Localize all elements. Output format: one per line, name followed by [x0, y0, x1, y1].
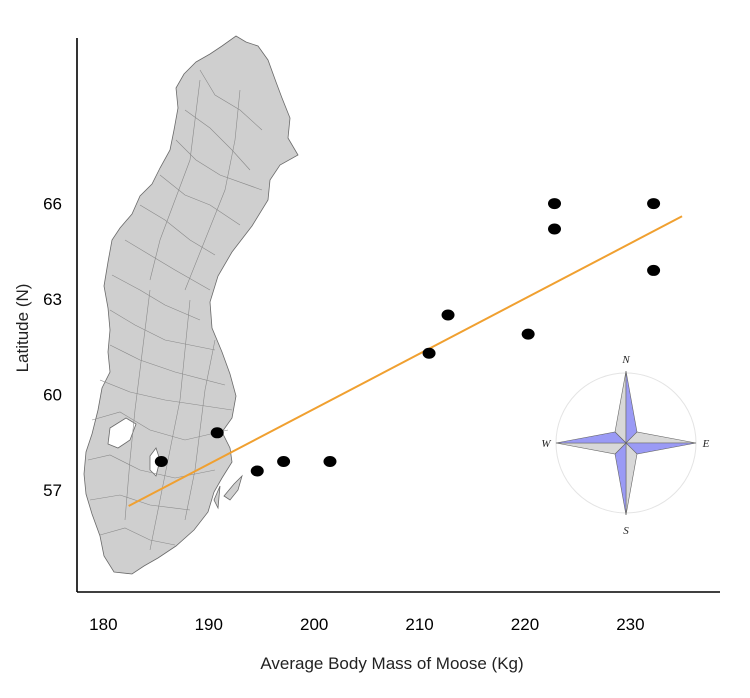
x-tick-labels: 180 190 200 210 220 230: [89, 615, 644, 634]
compass-label-n: N: [621, 354, 630, 366]
data-point: [154, 455, 168, 467]
data-points: [154, 198, 661, 477]
map-region-border: [175, 139, 263, 191]
compass-south-right: [625, 442, 638, 516]
map-region-border: [124, 289, 151, 521]
compass-label-w: W: [541, 438, 551, 450]
data-point: [647, 264, 661, 276]
compass-west-bottom: [555, 442, 627, 455]
data-point: [647, 198, 661, 210]
data-point: [210, 427, 224, 439]
compass-south-left: [614, 442, 627, 516]
map-region-border: [184, 339, 216, 521]
data-point: [548, 223, 562, 235]
x-tick-label: 220: [511, 615, 539, 634]
map-region-border: [149, 79, 201, 281]
map-region-border: [89, 494, 191, 511]
compass-east-top: [625, 431, 697, 444]
y-tick-label: 66: [43, 195, 62, 214]
map-region-border: [109, 344, 226, 386]
lake-vanern: [107, 417, 137, 449]
x-tick-label: 190: [195, 615, 223, 634]
x-tick-label: 210: [405, 615, 433, 634]
data-point: [422, 347, 436, 359]
map-region-border: [149, 299, 191, 551]
data-point: [250, 465, 264, 477]
y-tick-label: 57: [43, 481, 62, 500]
map-region-border: [99, 527, 176, 546]
compass-east-bottom: [625, 442, 697, 455]
compass-west-top: [555, 431, 627, 444]
data-point: [521, 328, 535, 340]
y-tick-labels: 57 60 63 66: [43, 195, 62, 501]
data-point: [441, 309, 455, 321]
compass-north-right: [625, 370, 638, 444]
map-region-border: [109, 309, 216, 351]
map-region-border: [184, 109, 251, 171]
map-region-borders: [87, 69, 263, 551]
data-point: [548, 198, 562, 210]
map-region-border: [139, 204, 216, 256]
sweden-map: [83, 35, 299, 575]
y-tick-label: 60: [43, 386, 62, 405]
map-region-border: [159, 174, 241, 226]
map-region-border: [99, 379, 233, 411]
compass-north-left: [614, 370, 627, 444]
y-tick-label: 63: [43, 290, 62, 309]
map-region-border: [199, 69, 263, 131]
trend-line: [128, 215, 683, 507]
x-tick-label: 200: [300, 615, 328, 634]
sweden-map-shape: [83, 35, 299, 575]
data-point: [277, 455, 291, 467]
map-region-border: [184, 89, 241, 291]
map-region-border: [124, 239, 211, 291]
compass-rose: N S E W: [541, 354, 709, 537]
compass-label-s: S: [623, 525, 629, 537]
map-region-border: [111, 274, 201, 321]
data-point: [323, 455, 337, 467]
gotland-island: [223, 474, 243, 501]
y-axis-title: Latitude (N): [13, 284, 32, 373]
oland-island: [213, 485, 221, 510]
x-tick-label: 230: [616, 615, 644, 634]
x-tick-label: 180: [89, 615, 117, 634]
x-axis-title: Average Body Mass of Moose (Kg): [260, 654, 523, 673]
compass-label-e: E: [702, 438, 710, 450]
